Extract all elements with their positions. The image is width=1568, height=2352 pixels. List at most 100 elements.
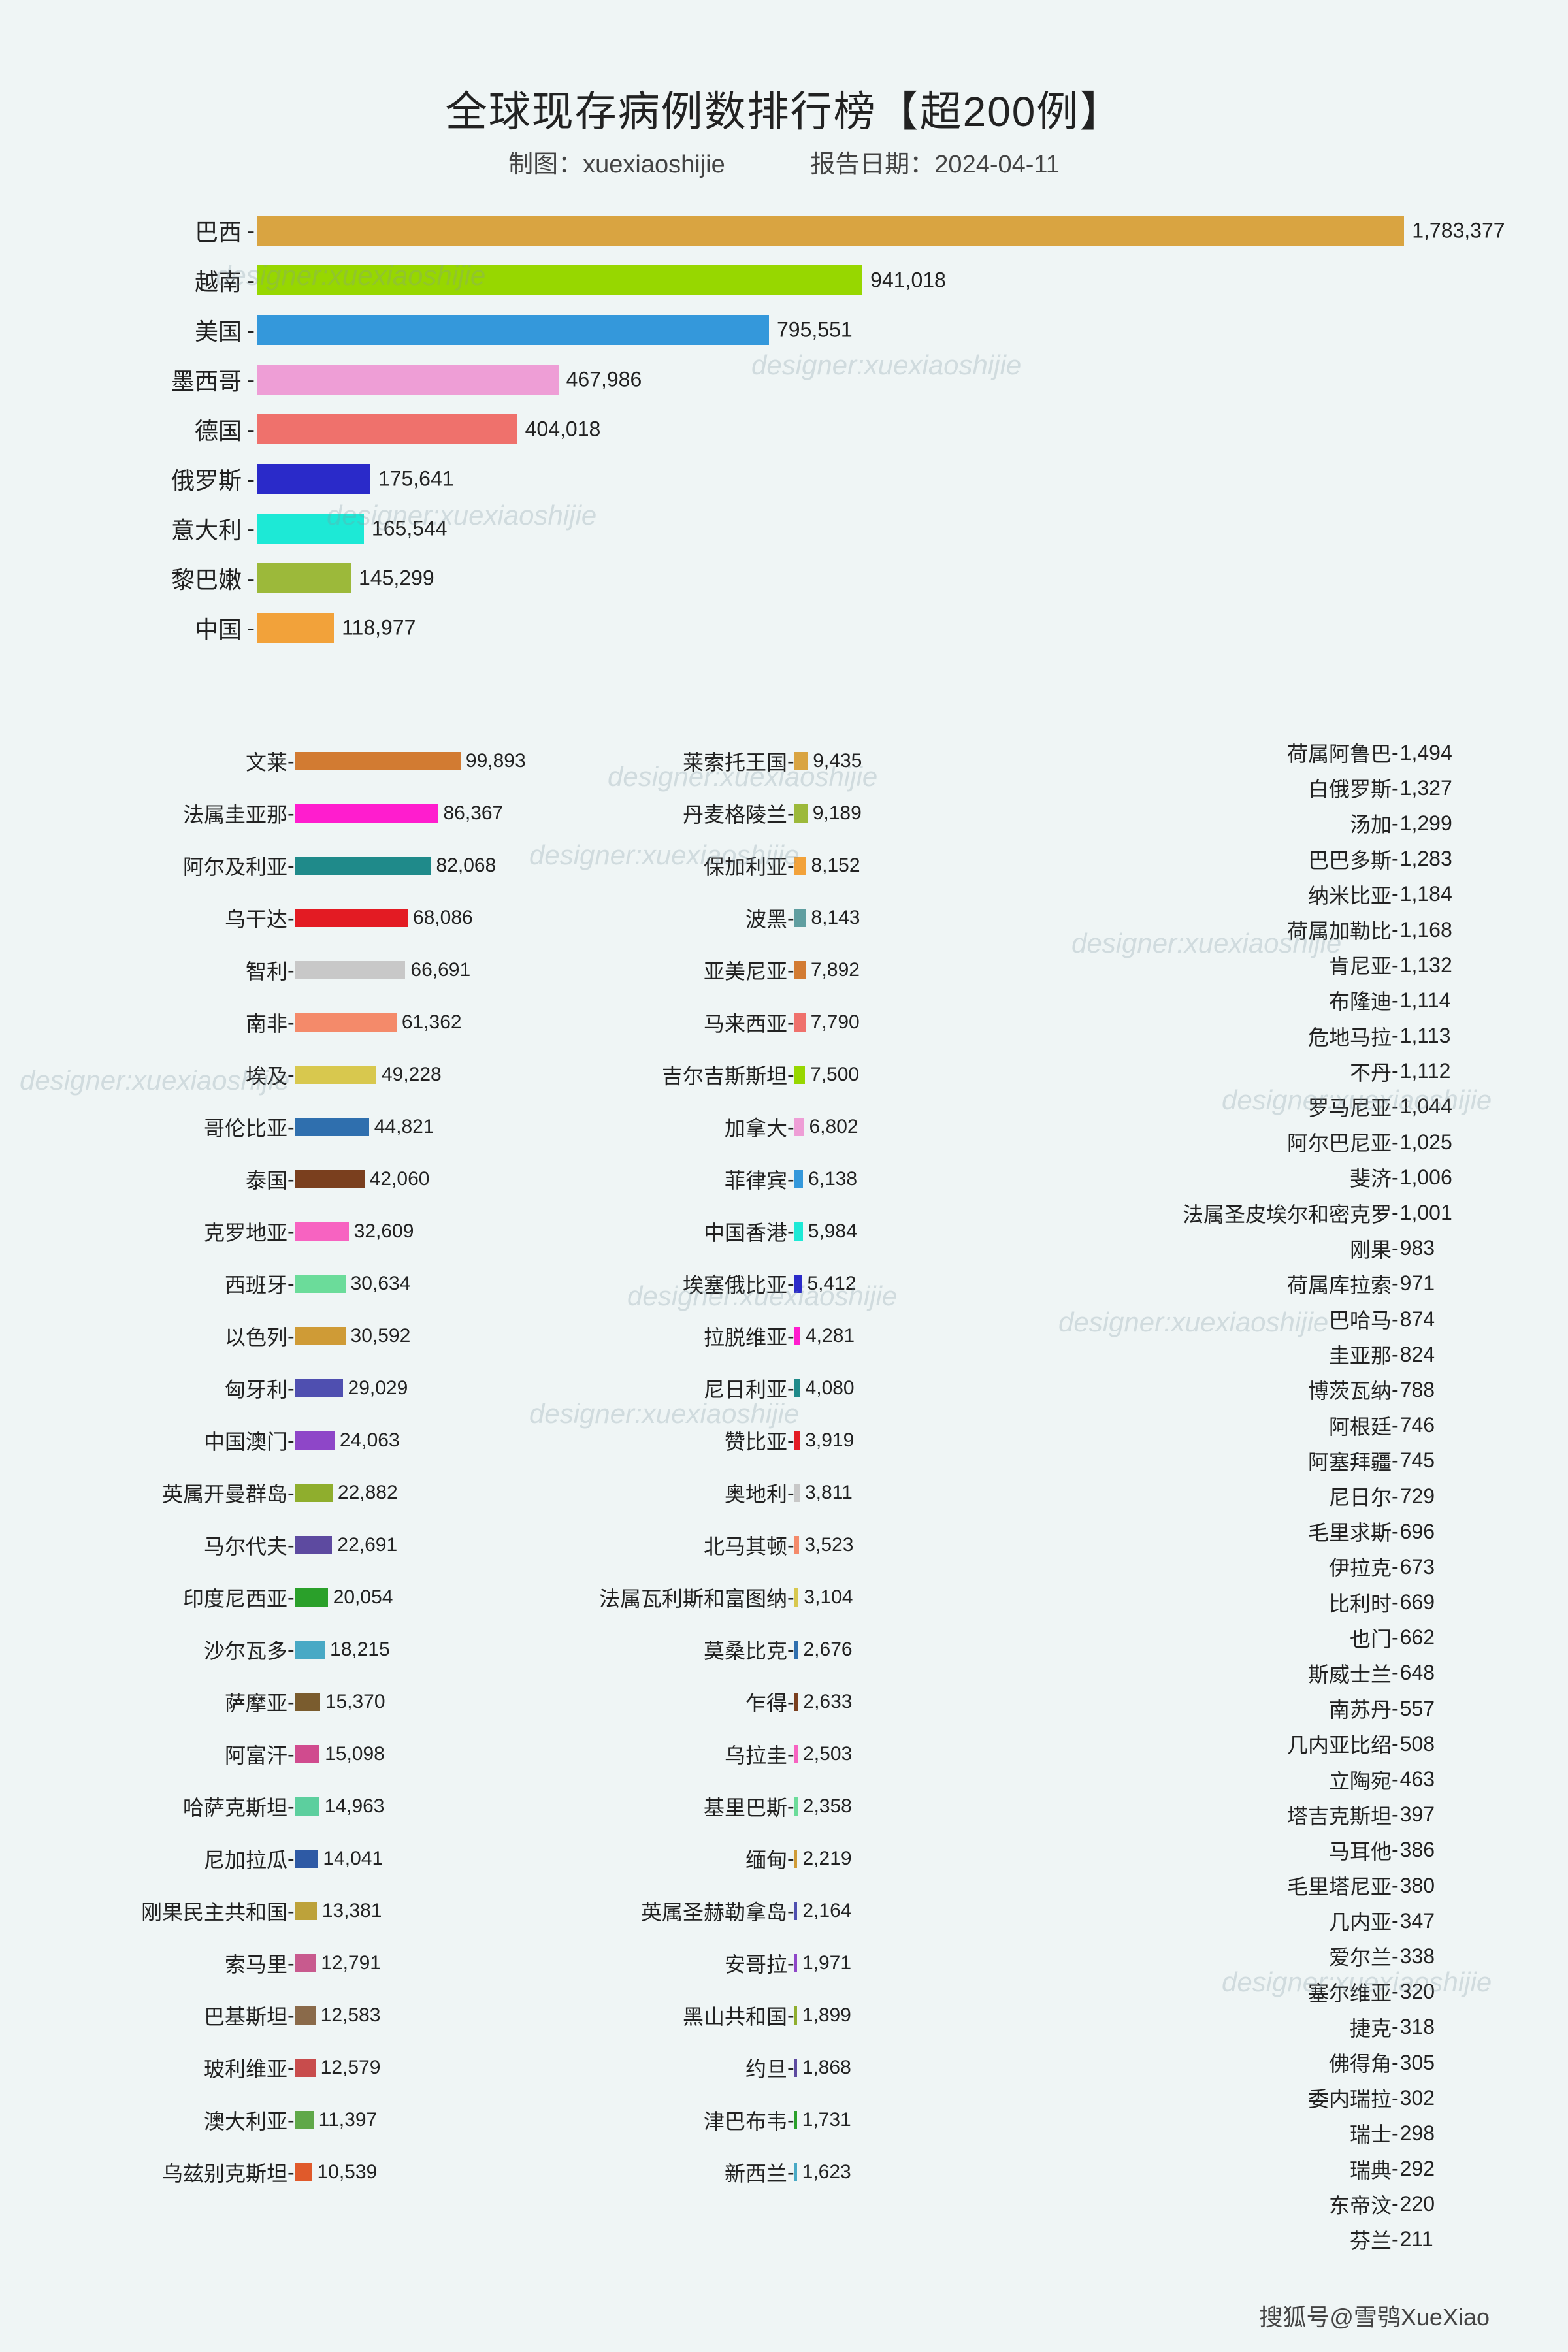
small-bar-label: 奥地利 xyxy=(549,1478,787,1508)
list-value: 318 xyxy=(1399,2015,1435,2039)
small-bar-row: 匈牙利 -29,029 xyxy=(72,1362,542,1414)
small-bar-row: 尼加拉瓜 -14,041 xyxy=(72,1833,542,1885)
separator-dash: - xyxy=(1392,2192,1399,2216)
list-row: 阿根廷 -746 xyxy=(1026,1408,1496,1443)
small-bar xyxy=(794,1118,804,1136)
list-label: 巴巴多斯 xyxy=(1026,844,1392,874)
small-bar xyxy=(295,1588,328,1607)
separator-dash: - xyxy=(787,1429,794,1453)
small-bar-track: 18,215 xyxy=(295,1641,478,1659)
small-bar-value: 49,228 xyxy=(382,1064,442,1086)
separator-dash: - xyxy=(787,1324,794,1348)
small-bar xyxy=(295,2111,314,2129)
separator-dash: - xyxy=(247,465,257,493)
small-bar-value: 9,189 xyxy=(813,802,862,825)
small-bar xyxy=(794,1484,800,1502)
separator-dash: - xyxy=(287,2056,295,2080)
small-bar-label: 约旦 xyxy=(549,2053,787,2083)
small-bar-value: 15,370 xyxy=(325,1691,385,1713)
separator-dash: - xyxy=(287,1063,295,1087)
separator-dash: - xyxy=(1392,1378,1399,1402)
separator-dash: - xyxy=(1392,1201,1399,1225)
top-bar-row: 墨西哥-467,986 xyxy=(98,355,1470,404)
list-value: 302 xyxy=(1399,2086,1435,2110)
list-value: 1,044 xyxy=(1399,1094,1452,1119)
small-bar-label: 阿尔及利亚 xyxy=(72,851,287,881)
small-bar-row: 澳大利亚 -11,397 xyxy=(72,2094,542,2146)
small-bar-track: 68,086 xyxy=(295,909,478,927)
small-bar-row: 哥伦比亚 -44,821 xyxy=(72,1101,542,1153)
small-bar-track: 14,041 xyxy=(295,1850,478,1868)
small-bar-value: 18,215 xyxy=(330,1639,390,1661)
separator-dash: - xyxy=(287,958,295,983)
list-value: 1,168 xyxy=(1399,918,1452,942)
small-bar-track: 12,579 xyxy=(295,2059,478,2077)
small-bar-value: 1,731 xyxy=(802,2109,851,2131)
small-bar-label: 乌拉圭 xyxy=(549,1739,787,1769)
list-row: 南苏丹 -557 xyxy=(1026,1691,1496,1726)
separator-dash: - xyxy=(1392,988,1399,1013)
small-bar-track: 7,892 xyxy=(794,961,951,979)
list-value: 874 xyxy=(1399,1307,1435,1331)
list-value: 305 xyxy=(1399,2051,1435,2075)
small-bar-label: 尼加拉瓜 xyxy=(72,1844,287,1874)
top-bar-row: 黎巴嫩-145,299 xyxy=(98,553,1470,603)
small-bar xyxy=(295,1641,325,1659)
list-value: 338 xyxy=(1399,1944,1435,1968)
small-bar-track: 2,633 xyxy=(794,1693,951,1711)
top-bar xyxy=(257,464,370,494)
list-value: 220 xyxy=(1399,2192,1435,2216)
list-value: 1,132 xyxy=(1399,953,1452,977)
top-bar-track: 404,018 xyxy=(257,414,1470,444)
small-bar-value: 7,790 xyxy=(811,1011,860,1034)
small-bar-row: 马尔代夫 -22,691 xyxy=(72,1519,542,1571)
list-row: 比利时 -669 xyxy=(1026,1585,1496,1620)
small-bar-label: 阿富汗 xyxy=(72,1739,287,1769)
top-bar-track: 467,986 xyxy=(257,365,1470,395)
small-bar xyxy=(794,1850,798,1868)
small-bar-value: 68,086 xyxy=(413,907,473,929)
small-bar xyxy=(794,2111,797,2129)
list-label: 立陶宛 xyxy=(1026,1765,1392,1795)
separator-dash: - xyxy=(787,1847,794,1871)
top-bar-row: 巴西-1,783,377 xyxy=(98,206,1470,255)
small-bar-row: 法属瓦利斯和富图纳 -3,104 xyxy=(549,1571,1019,1624)
small-bar-value: 3,919 xyxy=(805,1429,854,1452)
top-bar-track: 795,551 xyxy=(257,315,1470,345)
small-bar xyxy=(295,1275,346,1293)
separator-dash: - xyxy=(1392,2051,1399,2075)
list-label: 南苏丹 xyxy=(1026,1693,1392,1723)
small-bar-track: 2,358 xyxy=(794,1797,951,1816)
small-bar xyxy=(295,1066,376,1084)
list-label: 罗马尼亚 xyxy=(1026,1092,1392,1122)
small-bar-value: 2,633 xyxy=(803,1691,852,1713)
separator-dash: - xyxy=(1392,882,1399,906)
top-bar xyxy=(257,514,364,544)
top-bar-row: 德国-404,018 xyxy=(98,404,1470,454)
small-bar-value: 2,503 xyxy=(803,1743,852,1765)
separator-dash: - xyxy=(1392,1980,1399,2004)
small-bar xyxy=(295,1013,397,1032)
small-bar xyxy=(794,1954,797,1972)
column-1: 文莱 -99,893法属圭亚那 -86,367阿尔及利亚 -82,068乌干达 … xyxy=(72,735,542,2257)
small-bar-row: 乌拉圭 -2,503 xyxy=(549,1728,1019,1780)
top-bar-row: 美国-795,551 xyxy=(98,305,1470,355)
separator-dash: - xyxy=(1392,1803,1399,1827)
small-bar-label: 以色列 xyxy=(72,1321,287,1351)
list-row: 刚果 -983 xyxy=(1026,1231,1496,1266)
list-label: 圭亚那 xyxy=(1026,1339,1392,1369)
small-bar xyxy=(794,857,806,875)
small-bar-value: 20,054 xyxy=(333,1586,393,1609)
separator-dash: - xyxy=(287,2161,295,2185)
list-row: 危地马拉 -1,113 xyxy=(1026,1019,1496,1054)
small-bar-track: 2,676 xyxy=(794,1641,951,1659)
small-bar-row: 埃塞俄比亚 -5,412 xyxy=(549,1258,1019,1310)
small-bar-row: 印度尼西亚 -20,054 xyxy=(72,1571,542,1624)
separator-dash: - xyxy=(1392,811,1399,836)
separator-dash: - xyxy=(787,2056,794,2080)
small-bar-value: 7,892 xyxy=(811,959,860,981)
small-bar-track: 3,104 xyxy=(794,1588,951,1607)
small-bar-track: 2,164 xyxy=(794,1902,951,1920)
small-bar xyxy=(794,1431,800,1450)
small-bar-value: 4,281 xyxy=(806,1325,855,1347)
